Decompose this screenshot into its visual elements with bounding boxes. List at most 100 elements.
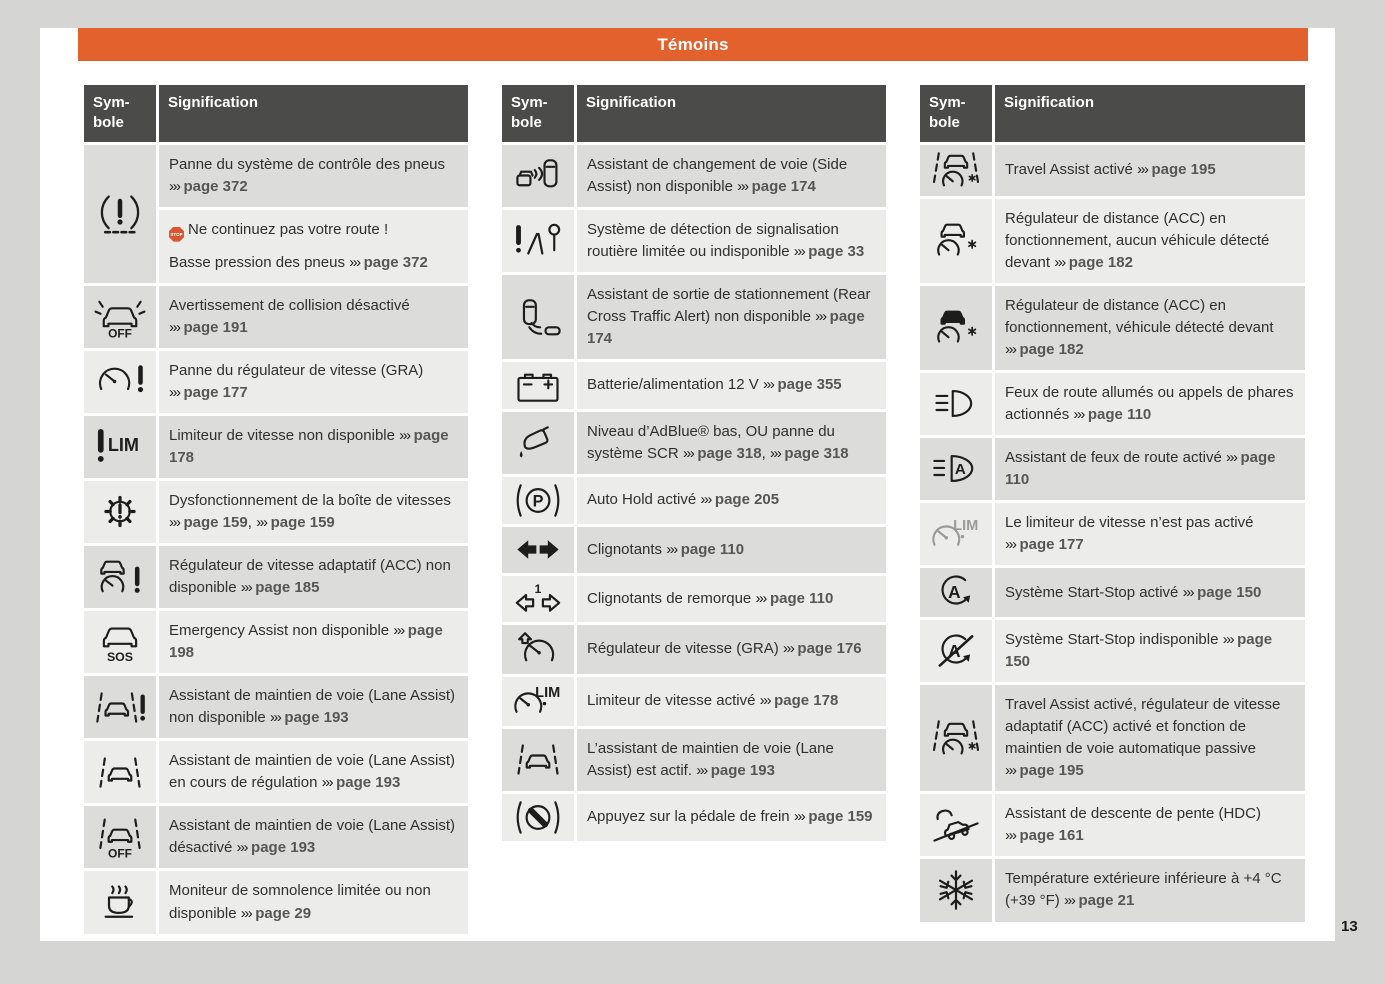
signification-cell: Niveau d’AdBlue® bas, OU panne du systèm…: [577, 411, 886, 474]
cross-ref-chevrons: ›››: [1005, 340, 1017, 358]
page-reference[interactable]: page 178: [774, 692, 839, 710]
page-reference[interactable]: page 150: [1197, 583, 1262, 601]
page-reference[interactable]: page 193: [710, 761, 775, 779]
travel-assist-full-icon: [920, 685, 992, 792]
signification-cell: Emergency Assist non disponible ››› page …: [159, 611, 468, 674]
cross-ref-chevrons: ›››: [1005, 827, 1017, 845]
battery-icon: [502, 361, 574, 409]
stop-icon: STOP: [169, 226, 184, 242]
signification-cell: Appuyez sur la pédale de frein ››› page 1…: [577, 794, 886, 842]
page-reference[interactable]: page 177: [183, 383, 248, 401]
signification-cell: Limiteur de vitesse non disponible ››› pa…: [159, 415, 468, 478]
page-reference[interactable]: page 182: [1019, 340, 1084, 358]
svg-text:OFF: OFF: [108, 847, 132, 860]
signification-cell: Travel Assist activé, régulateur de vite…: [995, 685, 1305, 792]
cross-ref-chevrons: ›››: [169, 318, 181, 336]
svg-text:OFF: OFF: [108, 326, 132, 339]
signification-cell: Auto Hold activé ››› page 205: [577, 476, 886, 524]
page-reference[interactable]: page 318: [784, 444, 849, 462]
page-reference[interactable]: page 150: [1005, 631, 1273, 671]
page-reference[interactable]: page 193: [284, 709, 349, 727]
signification-cell: Assistant de maintien de voie (Lane Assi…: [159, 806, 468, 869]
turn-signals-icon: [502, 526, 574, 573]
cross-ref-chevrons: ›››: [399, 426, 411, 444]
cross-ref-chevrons: ›››: [737, 177, 749, 195]
signification-cell: STOP Ne continuez pas votre route ! Basse …: [159, 209, 468, 283]
cross-ref-chevrons: ›››: [1222, 631, 1235, 649]
cross-ref-chevrons: ›››: [1005, 762, 1017, 780]
hill-descent-control-icon: [920, 794, 992, 857]
page-reference[interactable]: page 159: [270, 513, 335, 531]
column-header-symbol: Sym-bole: [84, 85, 156, 142]
cross-ref-chevrons: ›››: [666, 540, 678, 558]
page-reference[interactable]: page 193: [336, 774, 401, 792]
emergency-assist-icon: SOS: [84, 611, 156, 674]
cross-ref-chevrons: ›››: [793, 808, 806, 826]
cross-ref-chevrons: ›››: [236, 839, 249, 857]
signification-cell: Système Start-Stop activé ››› page 150: [995, 568, 1305, 618]
cross-ref-chevrons: ›››: [393, 622, 405, 640]
page-reference[interactable]: page 185: [255, 579, 320, 597]
page-reference[interactable]: page 182: [1068, 253, 1133, 271]
page-reference[interactable]: page 21: [1078, 892, 1135, 910]
cross-ref-chevrons: ›››: [240, 579, 253, 597]
page-reference[interactable]: page 318: [697, 444, 762, 462]
signification-cell: Moniteur de somnolence limitée ou non di…: [159, 871, 468, 934]
cross-ref-chevrons: ›››: [1005, 536, 1017, 554]
page-reference[interactable]: page 195: [1019, 762, 1084, 780]
page-reference[interactable]: page 174: [587, 307, 865, 347]
page-title: Témoins: [78, 28, 1308, 61]
signification-cell: Régulateur de distance (ACC) en fonction…: [995, 285, 1305, 370]
signification-cell: Dysfonctionnement de la boîte de vitesse…: [159, 480, 468, 544]
signification-cell: Température extérieure inférieure à +4 °…: [995, 859, 1305, 922]
page-reference[interactable]: page 159: [808, 808, 873, 826]
page-reference[interactable]: page 33: [808, 242, 865, 260]
page-reference[interactable]: page 191: [183, 318, 248, 336]
acc-unavailable-icon: [84, 546, 156, 609]
signification-cell: Clignotants de remorque ››› page 110: [577, 575, 886, 622]
column-header-signification: Signification: [995, 85, 1305, 142]
column-header-symbol: Sym-bole: [920, 85, 992, 142]
side-assist-icon: [502, 144, 574, 207]
page-reference[interactable]: page 205: [714, 491, 780, 509]
page-reference[interactable]: page 110: [680, 540, 745, 558]
page-reference[interactable]: page 29: [255, 904, 312, 922]
cross-ref-chevrons: ›››: [700, 491, 712, 509]
svg-text:SOS: SOS: [107, 649, 133, 663]
page-reference[interactable]: page 161: [1019, 827, 1084, 845]
signification-cell: Avertissement de collision désactivé ›››…: [159, 285, 468, 348]
warning-lights-table-2: Sym-bole Signification Assistant de change…: [502, 85, 886, 842]
cross-ref-chevrons: ›››: [793, 242, 806, 260]
signification-cell: Assistant de sortie de stationnement (Re…: [577, 274, 886, 359]
page-reference[interactable]: page 372: [183, 177, 248, 195]
signification-cell: Feux de route allumés ou appels de phare…: [995, 372, 1305, 435]
page-reference[interactable]: page 159: [183, 513, 248, 531]
page-reference[interactable]: page 193: [251, 839, 316, 857]
signification-cell: Système de détection de signalisation ro…: [577, 209, 886, 272]
auto-hold-icon: P: [502, 476, 574, 524]
lane-assist-off-icon: OFF: [84, 806, 156, 869]
cruise-control-fault-icon: [84, 350, 156, 413]
page-reference[interactable]: page 110: [1087, 405, 1152, 423]
page-reference[interactable]: page 198: [169, 622, 443, 662]
page-reference[interactable]: page 355: [777, 376, 842, 394]
page-reference[interactable]: page 372: [363, 253, 428, 271]
cross-ref-chevrons: ›››: [696, 761, 708, 779]
page-reference[interactable]: page 176: [797, 640, 862, 658]
page-reference[interactable]: page 110: [769, 589, 834, 607]
page-reference[interactable]: page 195: [1151, 160, 1216, 178]
signification-cell: Régulateur de vitesse (GRA) ››› page 176: [577, 624, 886, 674]
cross-ref-chevrons: ›››: [1225, 448, 1238, 466]
page-reference[interactable]: page 178: [169, 426, 449, 466]
signification-cell: Assistant de maintien de voie (Lane Assi…: [159, 741, 468, 804]
cross-ref-chevrons: ›››: [169, 383, 181, 401]
page-reference[interactable]: page 177: [1019, 536, 1084, 554]
signification-cell: L’assistant de maintien de voie (Lane As…: [577, 728, 886, 792]
cross-ref-chevrons: ›››: [762, 376, 775, 394]
travel-assist-icon: [920, 144, 992, 196]
signification-cell: Limiteur de vitesse activé ››› page 178: [577, 676, 886, 726]
page-reference[interactable]: page 174: [751, 177, 816, 195]
lane-assist-unavailable-icon: [84, 676, 156, 739]
speed-limiter-active-icon: LIM: [502, 676, 574, 726]
page-reference[interactable]: page 110: [1005, 448, 1276, 488]
